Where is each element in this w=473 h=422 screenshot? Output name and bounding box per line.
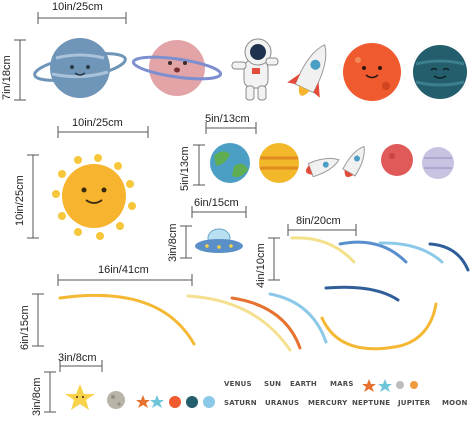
blue-planet-ring-icon — [33, 38, 127, 98]
word-uranus: URANUS — [265, 399, 300, 407]
orange-planet-icon — [343, 43, 401, 101]
dim-ufo-width: 6in/15cm — [194, 197, 239, 209]
dimension-lines — [14, 12, 357, 413]
dim-small-height: 5in/13cm — [179, 146, 191, 191]
word-saturn: SATURN — [224, 399, 257, 407]
word-mars: MARS — [330, 380, 354, 388]
rocket-icon — [287, 44, 327, 98]
star-icon — [65, 384, 95, 410]
sun-icon — [52, 154, 136, 240]
dim-ufo-height: 3in/8cm — [167, 223, 179, 262]
small-rocket-icon — [305, 157, 340, 178]
dim-rings-right-height: 4in/10cm — [255, 243, 267, 288]
astronaut-icon — [231, 38, 279, 101]
word-jupiter: JUPITER — [398, 399, 431, 407]
word-sun: SUN — [264, 380, 282, 388]
dim-star-width: 3in/8cm — [58, 352, 97, 364]
ufo-icon — [195, 228, 243, 253]
lavender-planet-icon — [422, 147, 454, 179]
word-moon: MOON — [442, 399, 468, 407]
dim-sun-height: 10in/25cm — [14, 175, 26, 226]
rings-lower — [58, 285, 438, 352]
dim-top-width: 10in/25cm — [52, 1, 103, 13]
mini-dots — [136, 379, 418, 408]
saturn-icon — [259, 143, 299, 183]
teal-planet-icon — [413, 45, 467, 99]
rings-right — [290, 236, 470, 272]
dim-rings-right-width: 8in/20cm — [296, 215, 341, 227]
word-earth: EARTH — [290, 380, 317, 388]
dim-top-height: 7in/18cm — [1, 55, 13, 100]
dim-rings-left-width: 16in/41cm — [98, 264, 149, 276]
dim-sun-width: 10in/25cm — [72, 117, 123, 129]
pink-planet-ring-icon — [131, 40, 223, 96]
dim-rings-left-height: 6in/15cm — [19, 305, 31, 350]
dim-small-width: 5in/13cm — [205, 113, 250, 125]
word-neptune: NEPTUNE — [352, 399, 391, 407]
dim-star-height: 3in/8cm — [31, 377, 43, 416]
small-rocket-icon — [342, 145, 365, 178]
word-venus: VENUS — [224, 380, 252, 388]
red-planet-icon — [381, 144, 413, 176]
word-mercury: MERCURY — [308, 399, 348, 407]
earth-icon — [210, 143, 250, 183]
moon-icon — [107, 391, 125, 409]
